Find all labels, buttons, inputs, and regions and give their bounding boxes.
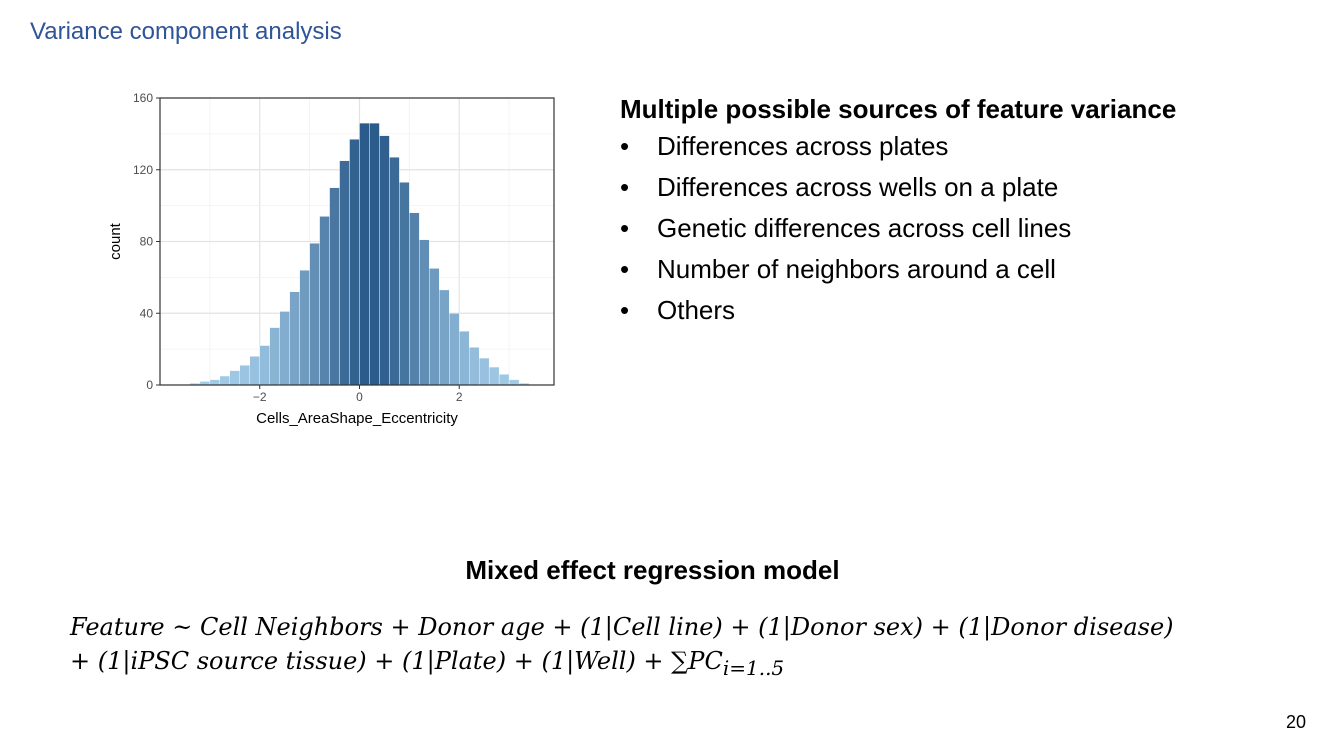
equation-line-1: Feature ~ Cell Neighbors + Donor age + (… [70,610,1290,644]
histogram-bar [508,379,520,386]
y-tick-label: 40 [140,306,154,320]
equation-line-2-text: + (1|iPSC source tissue) + (1|Plate) + (… [70,647,723,675]
histogram-bar [209,379,221,386]
slide-title: Variance component analysis [30,18,342,45]
histogram-bar [359,122,370,386]
equation-line-2: + (1|iPSC source tissue) + (1|Plate) + (… [70,644,1290,685]
histogram-bar [289,291,300,386]
variance-sources-block: Multiple possible sources of feature var… [620,94,1300,338]
x-tick-label: −2 [253,390,267,404]
histogram-bar [389,156,400,386]
histogram-bar [439,289,450,386]
histogram-bar [249,356,260,386]
histogram-bar [299,269,310,386]
histogram-bar [429,268,440,386]
y-tick-label: 80 [140,235,154,249]
histogram-bar [339,160,350,386]
histogram-bar [478,357,490,386]
histogram-bar [449,313,460,386]
histogram-bar [459,330,470,386]
y-axis-label: count [107,222,124,260]
x-tick-label: 2 [456,390,463,404]
equation-subscript: i=1..5 [722,655,785,680]
variance-sources-heading: Multiple possible sources of feature var… [620,94,1177,124]
histogram-bar [329,187,340,386]
bar-layer [189,122,530,386]
bullet-item: • Others [620,297,1300,323]
model-heading: Mixed effect regression model [465,555,840,585]
histogram-bar [369,122,380,386]
bullet-item: • Genetic differences across cell lines [620,215,1300,241]
histogram-bar [319,216,330,386]
histogram-bar [269,327,280,386]
bullet-item: • Differences across plates [620,133,1300,159]
bullet-text: Others [657,295,736,325]
page-number: 20 [1285,712,1306,732]
regression-equation: Feature ~ Cell Neighbors + Donor age + (… [70,610,1290,685]
y-tick-label: 0 [146,378,153,392]
x-tick-label: 0 [356,390,363,404]
y-tick-label: 160 [133,91,153,105]
bullet-marker: • [620,254,630,284]
bullet-text: Differences across wells on a plate [657,172,1059,202]
x-axis-label: Cells_AreaShape_Eccentricity [256,410,458,427]
histogram-bar [239,365,250,386]
histogram-bar [219,375,231,386]
histogram-bar [279,311,290,386]
bullet-text: Differences across plates [657,131,949,161]
histogram-bar [488,366,500,386]
bullet-item: • Differences across wells on a plate [620,174,1300,200]
histogram-bar [469,347,480,386]
bullet-marker: • [620,295,630,325]
histogram-bar [399,182,410,386]
histogram-bar [409,212,420,386]
bullet-text: Number of neighbors around a cell [657,254,1056,284]
histogram-chart: −2 0 2 0 40 80 120 160 Cells_AreaShape_Eccentri… [100,86,570,436]
histogram-bar [498,374,510,386]
bullet-text: Genetic differences across cell lines [657,213,1072,243]
histogram-bar [349,139,360,386]
equation-line-1-text: Feature ~ Cell Neighbors + Donor age + (… [70,613,1174,641]
histogram-bar [309,243,320,386]
bullet-item: • Number of neighbors around a cell [620,256,1300,282]
histogram-bar [259,345,270,386]
histogram-bar [419,239,430,386]
y-tick-label: 120 [133,163,153,177]
histogram-bar [229,370,240,386]
bullet-marker: • [620,172,630,202]
histogram-bar [379,135,390,386]
bullet-marker: • [620,213,630,243]
bullet-marker: • [620,131,630,161]
